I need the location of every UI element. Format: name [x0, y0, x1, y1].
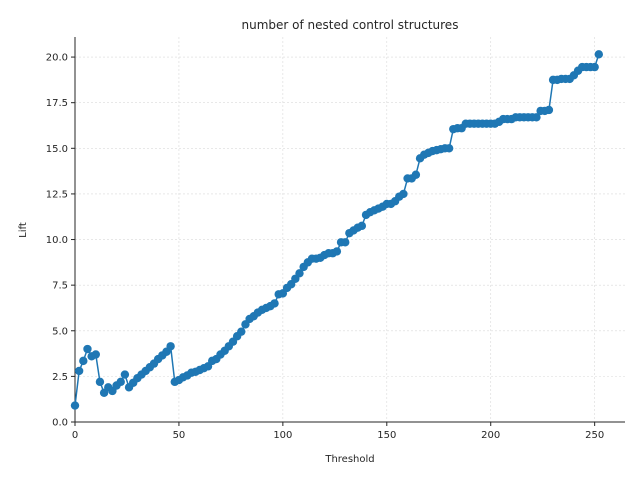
data-point [295, 269, 304, 278]
data-point [411, 170, 421, 179]
y-tick-label: 15.0 [46, 144, 68, 155]
y-tick-label: 12.5 [46, 189, 68, 200]
data-point [594, 50, 604, 59]
y-axis-label: Lift [18, 222, 29, 238]
data-series [70, 50, 604, 410]
data-point [357, 221, 367, 231]
data-point [166, 342, 175, 351]
x-tick-label: 150 [377, 430, 396, 441]
y-tick-label: 7.5 [52, 281, 68, 292]
data-point [83, 344, 92, 354]
data-point [444, 144, 454, 153]
axes [74, 37, 625, 423]
data-point [95, 377, 105, 387]
chart-title: number of nested control structures [242, 18, 459, 32]
data-point [74, 366, 84, 376]
data-point [532, 113, 541, 122]
data-point [332, 247, 342, 256]
data-point [341, 238, 350, 247]
data-point [116, 377, 125, 387]
data-point [120, 370, 130, 379]
data-point [590, 62, 599, 72]
data-point [91, 350, 100, 359]
y-tick-label: 2.5 [52, 372, 68, 383]
x-axis-label: Threshold [324, 454, 374, 465]
data-point [544, 105, 554, 115]
data-point [79, 356, 88, 366]
y-tick-label: 17.5 [46, 98, 68, 109]
y-tick-label: 0.0 [52, 418, 68, 429]
y-tick-label: 5.0 [52, 326, 68, 337]
series-line [74, 54, 600, 406]
x-tick-label: 100 [273, 430, 292, 441]
ticks: 0 50 100 150 200 250 0.0 2.5 5.0 7.5 10.0 12.5 15.0 1… [46, 53, 604, 441]
data-point [270, 299, 279, 308]
x-tick-label: 250 [585, 430, 604, 441]
x-tick-label: 200 [481, 430, 500, 441]
data-point [70, 401, 80, 410]
x-tick-label: 0 [72, 430, 78, 441]
y-tick-label: 20.0 [46, 53, 68, 64]
data-point [237, 327, 246, 336]
data-point [399, 189, 408, 199]
y-tick-label: 10.0 [46, 235, 68, 246]
x-tick-label: 50 [173, 430, 186, 441]
